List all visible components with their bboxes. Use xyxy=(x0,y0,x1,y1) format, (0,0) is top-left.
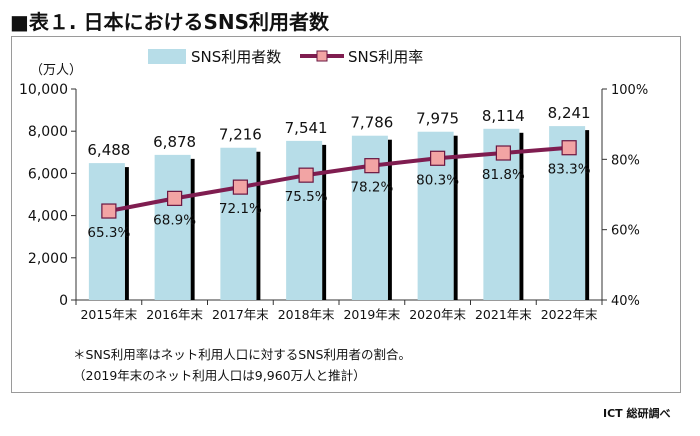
bar-shadow xyxy=(256,151,261,300)
bar-shadow xyxy=(585,130,590,300)
bar-shadow xyxy=(322,144,327,300)
y-tick-label: 6,000 xyxy=(28,166,68,182)
line-marker xyxy=(495,145,511,161)
rate-value-label: 80.3% xyxy=(416,172,459,188)
bar-shadow xyxy=(387,139,392,300)
rate-value-label: 75.5% xyxy=(285,189,328,205)
bar-shadow xyxy=(190,158,195,300)
bar-value-label: 7,786 xyxy=(350,114,393,132)
x-tick-label: 2017年末 xyxy=(212,307,269,322)
bar-value-label: 8,241 xyxy=(548,104,591,122)
source-credit: ICT 総研調べ xyxy=(603,407,671,420)
bar-shadow xyxy=(124,167,129,300)
y-tick-label: 8,000 xyxy=(28,124,68,140)
x-tick-label: 2022年末 xyxy=(541,307,598,322)
legend-line-marker xyxy=(316,50,328,62)
page-title: ■表１. 日本におけるSNS利用者数 xyxy=(10,10,330,34)
rate-value-label: 65.3% xyxy=(87,225,130,241)
x-tick-label: 2016年末 xyxy=(146,307,203,322)
bar xyxy=(154,154,191,300)
bar-value-label: 7,541 xyxy=(285,119,328,137)
y2-tick-label: 80% xyxy=(611,153,640,168)
rate-value-label: 83.3% xyxy=(548,162,591,178)
rate-value-label: 68.9% xyxy=(153,212,196,228)
footnote-1: ＊SNS利用率はネット利用人口に対するSNS利用者の割合。 xyxy=(73,347,411,362)
y2-tick-label: 60% xyxy=(611,224,640,239)
line-marker xyxy=(364,158,380,174)
y2-tick-label: 40% xyxy=(611,294,640,309)
x-tick-label: 2021年末 xyxy=(475,307,532,322)
rate-value-label: 81.8% xyxy=(482,167,525,183)
line-marker xyxy=(101,203,117,219)
footnote-2: （2019年末のネット利用人口は9,960万人と推計） xyxy=(73,368,366,383)
bar-value-label: 6,878 xyxy=(153,133,196,151)
legend-bar-label: SNS利用者数 xyxy=(191,48,281,66)
y-tick-label: 2,000 xyxy=(28,251,68,267)
x-tick-label: 2015年末 xyxy=(80,307,137,322)
legend-bar-swatch xyxy=(148,49,186,64)
rate-value-label: 78.2% xyxy=(350,180,393,196)
bar-shadow xyxy=(519,132,524,300)
y-tick-label: 0 xyxy=(59,293,68,309)
series-line-path xyxy=(108,145,570,213)
line-marker xyxy=(232,179,248,195)
x-tick-label: 2018年末 xyxy=(278,307,335,322)
bar-value-label: 8,114 xyxy=(482,107,525,125)
bar-value-label: 6,488 xyxy=(87,141,130,159)
rate-value-label: 72.1% xyxy=(219,201,262,217)
x-tick-label: 2020年末 xyxy=(409,307,466,322)
legend-line-label: SNS利用率 xyxy=(348,48,423,66)
y-axis-title: （万人） xyxy=(30,63,82,78)
bar-value-label: 7,975 xyxy=(416,110,459,128)
line-marker xyxy=(561,140,577,156)
y-tick-label: 4,000 xyxy=(28,209,68,225)
y-tick-label: 10,000 xyxy=(19,82,68,98)
bar xyxy=(220,147,257,300)
line-marker xyxy=(167,190,183,206)
legend: SNS利用者数 SNS利用率 xyxy=(148,48,423,66)
bar-shadow xyxy=(453,135,458,300)
x-tick-label: 2019年末 xyxy=(343,307,400,322)
line-marker xyxy=(430,150,446,166)
bar xyxy=(88,163,125,300)
bar-value-label: 7,216 xyxy=(219,126,262,144)
bar xyxy=(286,140,323,300)
y2-tick-label: 100% xyxy=(611,83,648,98)
line-marker xyxy=(298,167,314,183)
